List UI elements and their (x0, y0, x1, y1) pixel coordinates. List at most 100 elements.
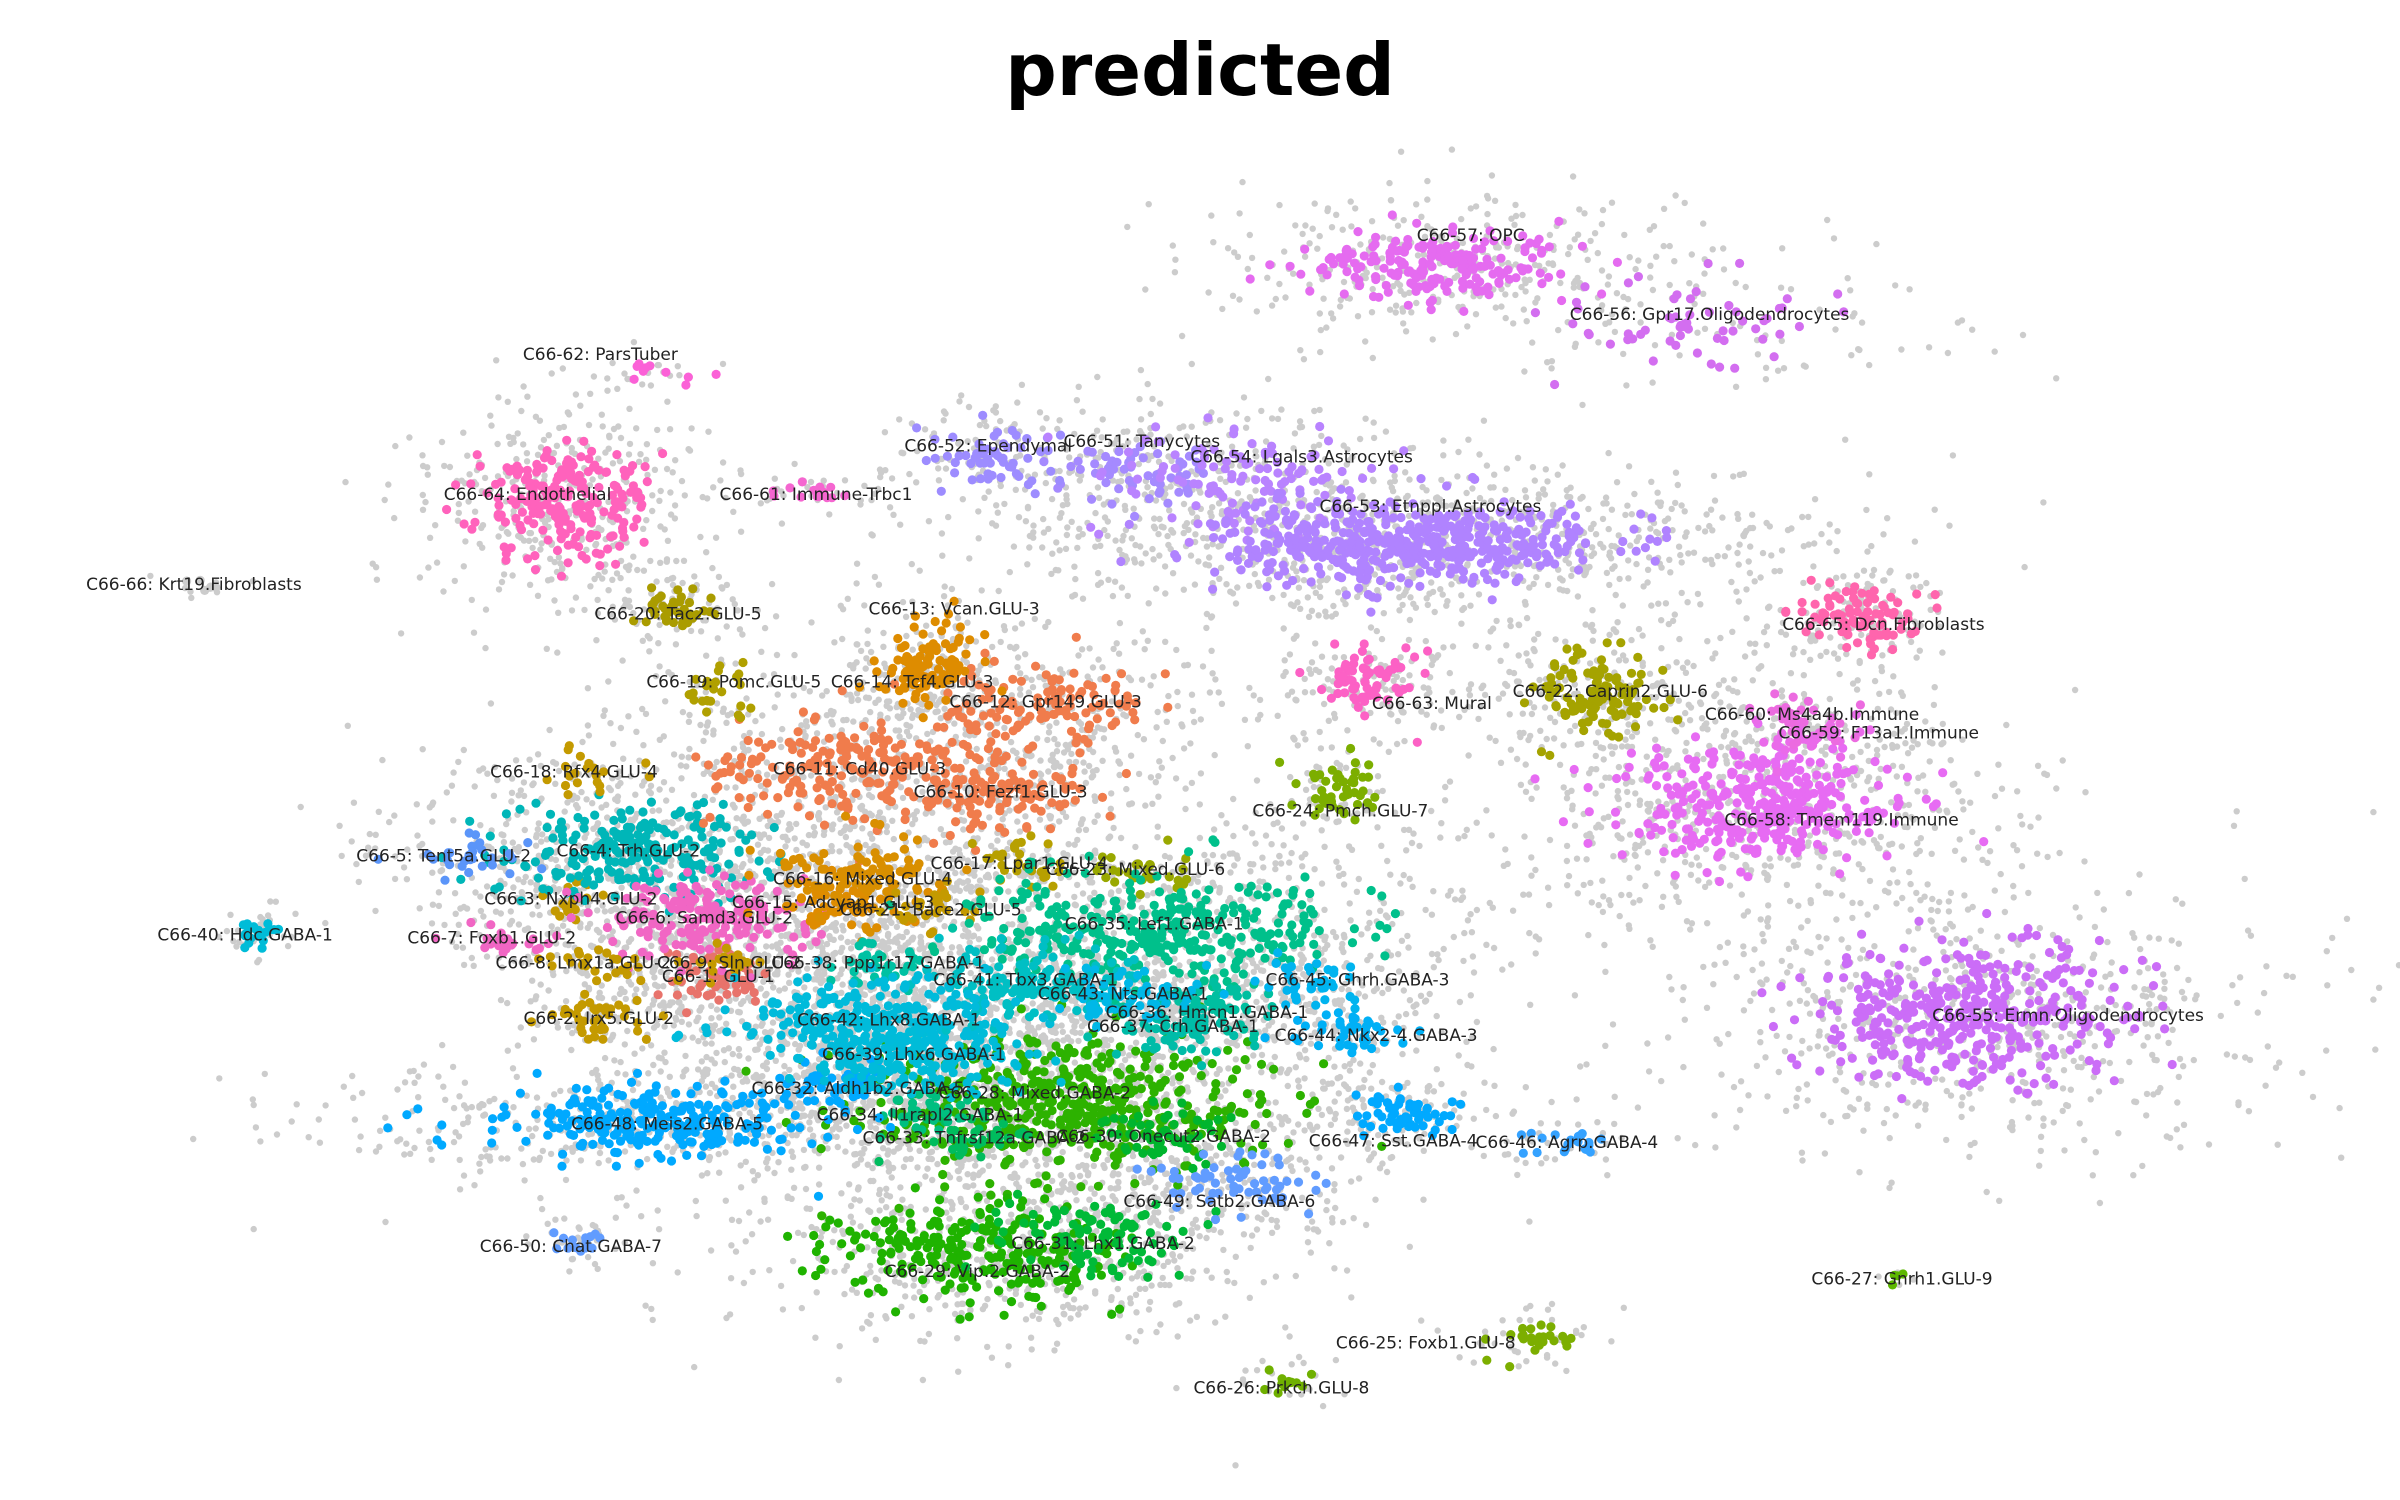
background-point (1615, 657, 1623, 664)
background-point (716, 1014, 723, 1021)
background-point (1628, 636, 1635, 644)
background-point (490, 792, 498, 799)
background-point (1404, 932, 1411, 940)
background-point (802, 1185, 810, 1193)
background-point (877, 711, 884, 718)
background-point (942, 1302, 949, 1309)
background-point (1515, 621, 1523, 629)
background-point (677, 762, 685, 769)
background-point (848, 697, 855, 705)
background-point (1516, 1316, 1523, 1324)
background-point (785, 971, 792, 978)
background-point (940, 593, 948, 600)
background-point (907, 1155, 914, 1163)
background-point (1400, 871, 1407, 879)
background-point (1380, 899, 1388, 907)
background-point (827, 935, 834, 943)
background-point (624, 1027, 631, 1035)
background-point (566, 1268, 573, 1275)
background-point (1304, 1239, 1312, 1246)
background-point (336, 822, 343, 829)
background-point (1337, 1154, 1345, 1161)
background-point (934, 1294, 941, 1301)
background-point (504, 999, 511, 1007)
background-point (625, 713, 632, 720)
background-point (1053, 719, 1060, 726)
background-point (1181, 662, 1188, 669)
background-point (1292, 834, 1300, 841)
background-point (655, 640, 662, 647)
background-point (788, 1166, 795, 1173)
background-point (1486, 899, 1494, 907)
background-point (790, 1184, 798, 1192)
background-point (1042, 1161, 1050, 1168)
background-point (1272, 1273, 1280, 1280)
background-point (589, 800, 596, 807)
background-point (460, 746, 467, 754)
background-point (1272, 865, 1279, 873)
background-point (622, 1071, 629, 1078)
background-point (548, 923, 555, 930)
background-point (1182, 785, 1189, 792)
background-point (732, 660, 739, 667)
background-point (1326, 1240, 1333, 1247)
background-point (1025, 905, 1032, 913)
background-point (1188, 691, 1196, 698)
background-point (1137, 1327, 1144, 1335)
background-point (1165, 884, 1172, 892)
background-point (729, 596, 736, 603)
background-point (1035, 1171, 1042, 1178)
background-point (1037, 757, 1044, 764)
background-point (1156, 758, 1163, 765)
background-point (644, 632, 651, 640)
background-point (871, 573, 879, 581)
background-point (728, 1216, 736, 1224)
background-point (1519, 710, 1527, 717)
background-point (1338, 945, 1346, 952)
background-point (1628, 733, 1636, 740)
background-point (1035, 1315, 1043, 1323)
background-point (615, 1018, 622, 1025)
background-point (533, 886, 540, 894)
background-point (739, 744, 747, 751)
background-point (605, 784, 613, 792)
background-point (1088, 774, 1096, 781)
background-point (653, 578, 660, 585)
background-point (1162, 638, 1169, 645)
background-point (902, 1293, 909, 1300)
background-point (1056, 818, 1063, 825)
background-point (564, 799, 571, 806)
background-point (379, 756, 386, 764)
background-point (1165, 1069, 1172, 1077)
background-point (1232, 1056, 1240, 1063)
background-point (1301, 689, 1309, 696)
background-point (867, 830, 874, 838)
background-point (735, 1217, 743, 1225)
background-point (779, 725, 786, 733)
background-point (1184, 1088, 1192, 1095)
background-point (1107, 805, 1115, 812)
background-point (752, 717, 759, 725)
background-point (1384, 914, 1391, 921)
background-point (1250, 692, 1257, 699)
background-point (1646, 670, 1654, 677)
background-point (791, 651, 798, 659)
background-point (1116, 760, 1124, 767)
background-point (1456, 1114, 1463, 1121)
background-point (1014, 818, 1021, 825)
background-point (853, 560, 861, 567)
background-point (487, 700, 495, 707)
background-point (768, 580, 776, 588)
background-point (862, 841, 869, 849)
background-point (777, 811, 785, 818)
background-point (882, 1313, 889, 1320)
background-point (1027, 1334, 1035, 1341)
background-point (579, 738, 586, 746)
background-point (1075, 1311, 1082, 1318)
background-point (532, 893, 539, 900)
background-point (1278, 825, 1286, 832)
background-point (837, 829, 844, 837)
background-point (584, 722, 592, 729)
background-point (924, 730, 931, 738)
background-point (1022, 1159, 1029, 1166)
